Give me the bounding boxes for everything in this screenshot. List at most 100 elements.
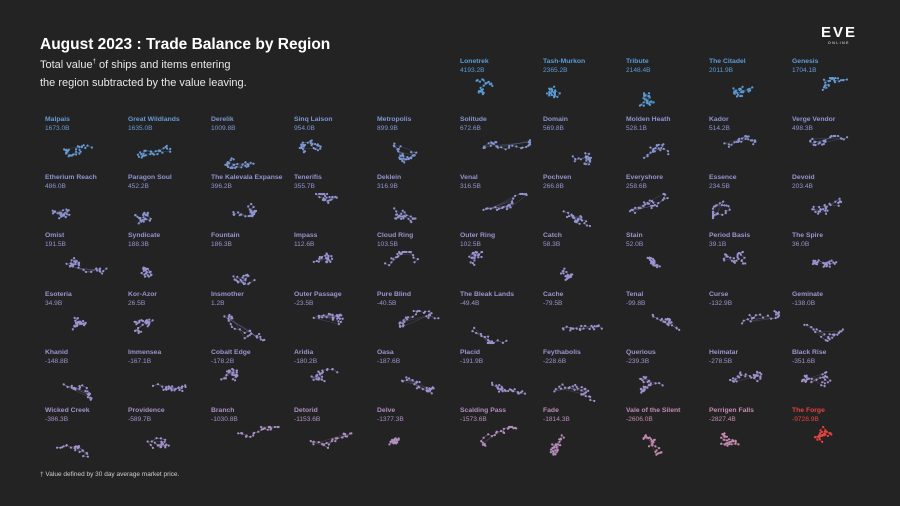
system-point [500,146,503,149]
region-value: 1009.8B [211,124,236,132]
region-panel-deklein: Deklein 316.9B [377,174,459,230]
system-point [575,327,578,330]
region-name: Syndicate [128,232,161,239]
region-value: 258.6B [626,182,647,190]
system-point [397,216,400,219]
region-name: Catch [543,232,562,239]
region-name: Geminate [792,291,823,298]
system-point [300,145,303,148]
system-point [497,390,501,393]
region-map-syndicate [140,266,153,278]
system-point [165,147,169,150]
gate-link [228,318,250,331]
system-point [144,154,147,157]
system-point [473,256,476,260]
system-point [321,369,324,372]
region-map-fountain [232,273,256,286]
system-point [585,224,588,227]
system-point [76,324,79,327]
system-point [318,257,321,260]
region-value: 203.4B [792,182,813,190]
system-point [136,153,139,156]
region-value: -187.6B [377,357,401,365]
region-value: -138.0B [792,299,816,307]
system-point [749,89,752,92]
system-point [643,98,647,101]
system-point [71,328,74,331]
system-point [312,147,315,150]
system-point [655,264,658,267]
gate-link [831,78,840,82]
system-point [829,79,832,82]
system-point [396,148,399,151]
system-point [248,334,251,337]
system-point [741,322,744,325]
system-point [248,281,251,284]
system-point [585,159,588,162]
system-point [318,192,321,196]
system-point [408,250,411,254]
system-point [806,323,809,326]
region-name: Stain [626,232,643,239]
system-point [573,217,576,220]
region-name: Venal [460,174,478,181]
region-value: -1153.6B [294,415,321,423]
system-point [255,209,258,213]
system-point [411,154,414,157]
system-point [565,215,569,219]
system-point [390,261,393,264]
system-point [61,213,64,217]
system-point [160,441,164,444]
system-point [648,92,651,95]
system-point [732,380,735,383]
system-point [403,211,406,214]
system-point [141,154,144,158]
system-point [310,375,313,378]
gate-link [226,164,242,168]
system-point [521,146,524,149]
system-point [495,384,498,387]
system-point [393,437,396,441]
system-point [231,378,234,381]
system-point [312,260,315,263]
system-point [578,222,581,225]
gate-link [497,141,530,147]
system-point [833,79,836,82]
system-point [303,143,307,146]
system-point [399,154,402,157]
region-panel-the-spire: The Spire 36.0B [792,232,874,288]
system-point [161,385,164,388]
system-point [495,208,499,211]
system-point [835,261,838,264]
system-point [170,387,173,390]
system-point [475,331,478,335]
system-point [738,376,741,379]
system-point [140,153,143,156]
system-point [473,263,476,266]
system-point [315,378,318,381]
system-point [819,376,822,379]
system-point [558,440,561,443]
system-point [809,139,812,142]
system-point [309,439,312,443]
system-point [656,266,659,269]
system-point [637,206,640,209]
system-point [405,158,408,161]
region-name: Etherium Reach [45,174,97,181]
system-point [741,85,744,88]
system-point [314,147,317,151]
region-name: Kor-Azor [128,291,158,298]
system-point [565,270,568,274]
system-point [587,163,591,166]
region-name: Detorid [294,407,318,414]
system-point [584,155,588,158]
system-point [551,446,554,450]
system-point [646,386,649,389]
system-point [79,150,82,153]
system-point [331,257,334,260]
region-map-the-kalevala-expanse [232,202,258,218]
region-map-verge-vendor [809,134,849,147]
system-point [396,441,399,444]
system-point [810,377,813,380]
region-map-the-forge [813,425,833,443]
